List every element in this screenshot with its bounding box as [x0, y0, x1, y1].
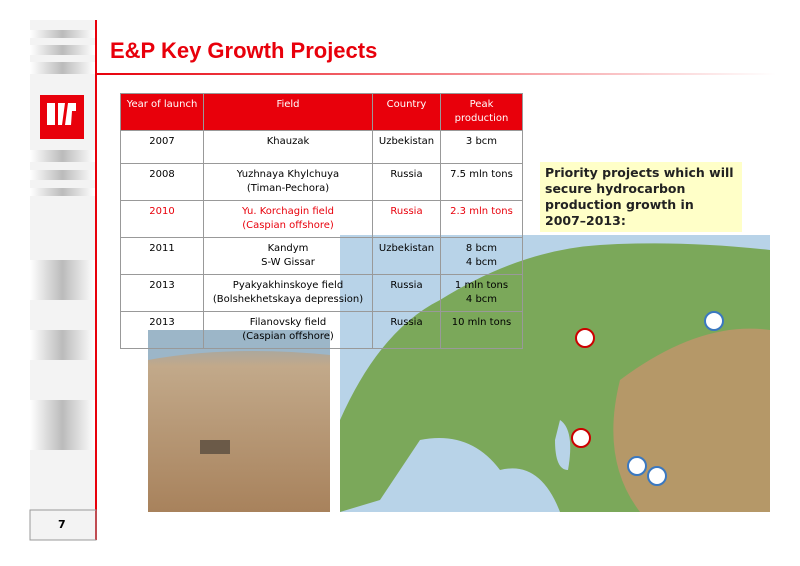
table-cell: Uzbekistan [372, 237, 441, 275]
table-cell: Russia [372, 163, 441, 201]
table-cell: Russia [372, 311, 441, 349]
table-cell: 2013 [120, 311, 204, 349]
table-row: 2013 Filanovsky field (Caspian offshore) R… [120, 311, 523, 349]
column-header: Peak production [440, 93, 523, 131]
table-cell: Pyakyakhinskoye field (Bolshekhetskaya d… [203, 274, 373, 312]
table-cell: Russia [372, 200, 441, 238]
column-header: Country [372, 93, 441, 131]
table-cell: Yu. Korchagin field (Caspian offshore) [203, 200, 373, 238]
projects-table: Year of launch Field Country Peak productio… [120, 93, 523, 349]
table-row: 2010 Yu. Korchagin field (Caspian offshor… [120, 200, 523, 238]
table-cell: 2.3 mln tons [440, 200, 523, 238]
table-cell: 2007 [120, 130, 204, 164]
table-cell: 7.5 mln tons [440, 163, 523, 201]
table-cell: Uzbekistan [372, 130, 441, 164]
table-cell: 2011 [120, 237, 204, 275]
header-row: Year of launch Field Country Peak productio… [120, 93, 523, 131]
table-cell: 8 bcm 4 bcm [440, 237, 523, 275]
table-cell: Russia [372, 274, 441, 312]
table-cell: 2013 [120, 274, 204, 312]
table-row: 2008 Yuzhnaya Khylchuya (Timan-Pechora) Ru… [120, 163, 523, 201]
table-row: 2013 Pyakyakhinskoye field (Bolshekhetska… [120, 274, 523, 312]
column-header: Field [203, 93, 373, 131]
table-cell: 10 mln tons [440, 311, 523, 349]
callout: Priority projects which will secure hydr… [540, 162, 742, 232]
table-cell: Khauzak [203, 130, 373, 164]
table-row: 2007 Khauzak Uzbekistan 3 bcm [120, 130, 523, 164]
table-cell: Filanovsky field (Caspian offshore) [203, 311, 373, 349]
slide-title: E&P Key Growth Projects [110, 38, 378, 63]
table-cell: 3 bcm [440, 130, 523, 164]
table-cell: 2010 [120, 200, 204, 238]
table-cell: Yuzhnaya Khylchuya (Timan-Pechora) [203, 163, 373, 201]
page-number: 7 [58, 518, 66, 531]
table-cell: 1 mln tons 4 bcm [440, 274, 523, 312]
table-cell: 2008 [120, 163, 204, 201]
table-cell: Kandym S-W Gissar [203, 237, 373, 275]
column-header: Year of launch [120, 93, 204, 131]
table-row: 2011 Kandym S-W Gissar Uzbekistan 8 bcm 4 b… [120, 237, 523, 275]
